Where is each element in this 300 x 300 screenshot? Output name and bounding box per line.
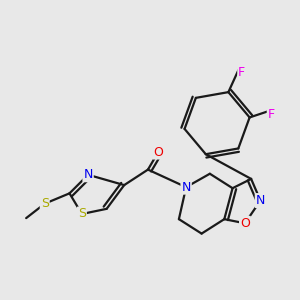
Text: F: F [268, 108, 275, 121]
Text: S: S [41, 197, 49, 210]
Text: O: O [240, 217, 250, 230]
Text: O: O [153, 146, 163, 159]
Text: N: N [256, 194, 265, 207]
Text: S: S [78, 208, 86, 220]
Text: N: N [182, 181, 191, 194]
Text: F: F [238, 66, 245, 79]
Text: N: N [83, 168, 93, 181]
